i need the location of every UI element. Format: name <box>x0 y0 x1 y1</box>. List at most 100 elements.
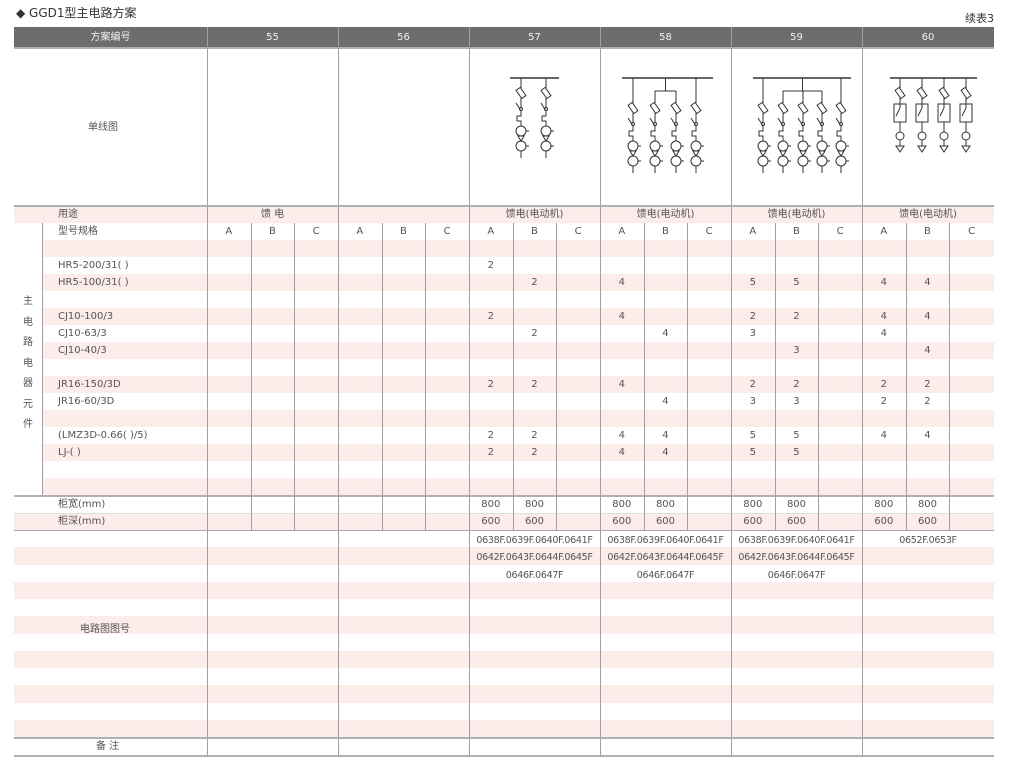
group-divider <box>862 27 863 756</box>
subcol-header: B <box>531 226 538 237</box>
component-qty: 4 <box>924 277 931 288</box>
header-bar <box>14 27 994 48</box>
subcol-divider <box>425 223 427 530</box>
row-stripe <box>42 274 994 291</box>
subcol-divider <box>818 223 820 530</box>
circuit-number: 0642F.0643F.0644F.0645F <box>607 552 724 564</box>
component-group-char: 件 <box>23 419 33 430</box>
component-qty: 4 <box>662 396 669 407</box>
component-qty: 5 <box>793 277 800 288</box>
single-line-diagram <box>622 77 713 173</box>
subcol-divider <box>294 223 296 530</box>
subcol-header: B <box>793 226 800 237</box>
usage-value: 馈电(电动机) <box>767 209 826 220</box>
component-label: CJ10-63/3 <box>58 328 107 339</box>
component-label: CJ10-100/3 <box>58 311 114 322</box>
component-qty: 2 <box>487 430 495 441</box>
single-line-diagram <box>510 77 559 158</box>
component-qty: 4 <box>618 379 626 390</box>
component-label: (LMZ3D-0.66( )/5) <box>58 430 148 441</box>
header-rule <box>14 47 994 49</box>
component-qty: 4 <box>924 311 931 322</box>
cabinet-value: 600 <box>743 516 763 527</box>
subcol-header: C <box>443 226 451 237</box>
row-stripe <box>14 547 994 565</box>
component-qty: 5 <box>793 430 800 441</box>
row-stripe <box>14 513 994 530</box>
component-label: HR5-200/31( ) <box>58 260 129 271</box>
subcol-header: A <box>749 226 757 237</box>
row-stripe <box>42 444 994 461</box>
row-stripe <box>42 240 994 257</box>
usage-top-rule <box>14 205 994 207</box>
component-group-char: 电 <box>23 316 33 328</box>
cabinet-value: 800 <box>743 499 763 510</box>
component-qty: 2 <box>749 311 757 322</box>
subcol-header: B <box>400 226 407 237</box>
component-qty: 2 <box>880 396 888 407</box>
circuit-number: 0638F.0639F.0640F.0641F <box>607 535 724 546</box>
component-qty: 4 <box>880 328 888 339</box>
row-stripe <box>42 376 994 393</box>
subcol-header: C <box>705 226 713 237</box>
component-qty: 5 <box>749 430 757 441</box>
component-qty: 2 <box>749 379 757 390</box>
continued-label: 续表3 <box>965 12 994 25</box>
scheme-number: 59 <box>790 32 803 43</box>
row-stripe <box>14 719 994 737</box>
circuit-number: 0642F.0643F.0644F.0645F <box>476 552 593 564</box>
cabinet-label: 柜深(mm) <box>58 516 106 527</box>
remarks-label: 备 注 <box>96 741 120 752</box>
cabinet-value: 600 <box>481 516 501 527</box>
group-divider <box>731 27 732 756</box>
subcol-header: A <box>618 226 626 237</box>
cabinet-value: 800 <box>917 499 938 510</box>
component-qty: 4 <box>662 328 669 339</box>
row-stripe <box>14 650 994 668</box>
cabinet-value: 800 <box>524 499 545 510</box>
subcol-header: A <box>356 226 364 237</box>
cabinet-value: 600 <box>524 516 545 527</box>
component-qty: 2 <box>531 379 538 390</box>
component-qty: 3 <box>749 328 757 339</box>
component-group-char: 元 <box>23 398 33 410</box>
subcol-divider <box>949 223 951 530</box>
component-group-char: 主 <box>23 296 33 307</box>
component-label: HR5-100/31( ) <box>58 277 129 288</box>
cabinet-value: 800 <box>874 499 894 510</box>
component-qty: 2 <box>487 311 495 322</box>
cabinet-value: 600 <box>917 516 938 527</box>
cabinet-label: 柜宽(mm) <box>58 499 106 510</box>
header-label: 方案编号 <box>90 32 131 43</box>
circuit-number: 0646F.0647F <box>767 569 826 581</box>
component-qty: 4 <box>880 430 888 441</box>
component-qty: 5 <box>749 447 757 458</box>
row-stripe <box>14 206 994 223</box>
component-qty: 2 <box>487 447 495 458</box>
row-rule <box>14 755 994 757</box>
scheme-number: 55 <box>266 32 279 43</box>
component-qty: 4 <box>880 311 888 322</box>
cabinet-value: 600 <box>655 516 676 527</box>
row-stripe <box>42 308 994 325</box>
usage-value: 馈 电 <box>260 209 285 220</box>
circuit-number: 0642F.0643F.0644F.0645F <box>738 552 855 564</box>
component-qty: 3 <box>793 396 800 407</box>
subcol-header: B <box>924 226 931 237</box>
scheme-number: 57 <box>528 32 541 43</box>
subcol-header: B <box>269 226 276 237</box>
component-label: JR16-150/3D <box>58 379 121 390</box>
component-qty: 4 <box>618 447 626 458</box>
scheme-number: 58 <box>659 32 672 43</box>
subcol-header: A <box>880 226 888 237</box>
circuit-number: 0646F.0647F <box>505 569 564 581</box>
component-qty: 2 <box>924 379 931 390</box>
component-group-char: 路 <box>23 337 33 348</box>
row-stripe <box>42 342 994 359</box>
row-stripe <box>14 685 994 703</box>
component-qty: 3 <box>793 345 800 356</box>
group-divider <box>600 27 601 756</box>
group-divider <box>338 27 339 756</box>
row-rule <box>14 513 994 514</box>
